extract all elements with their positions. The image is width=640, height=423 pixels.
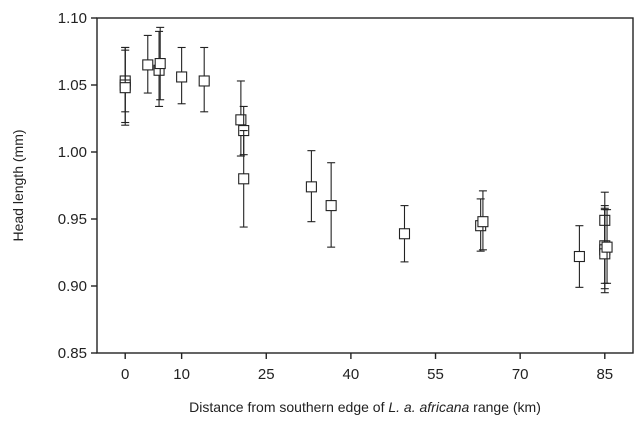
x-tick-label: 55 — [427, 366, 444, 383]
x-tick-label: 85 — [596, 366, 613, 383]
x-tick-label: 25 — [258, 366, 275, 383]
marker-square — [477, 216, 489, 228]
data-point — [119, 49, 131, 124]
data-point — [325, 162, 337, 248]
y-tick-label: 0.95 — [58, 211, 87, 228]
marker-square — [305, 181, 317, 193]
marker-square — [176, 71, 188, 83]
data-point — [477, 190, 489, 251]
x-axis-title-part: range (km) — [469, 399, 541, 415]
data-points — [119, 26, 613, 294]
x-axis-ticks: 0 10 25 40 55 70 85 — [121, 353, 613, 383]
x-tick-label: 70 — [512, 366, 529, 383]
x-axis-title-part: L. a. africana — [388, 399, 469, 415]
marker-square — [601, 241, 613, 253]
x-tick-label: 40 — [343, 366, 360, 383]
y-tick-label: 1.05 — [58, 77, 87, 94]
data-point — [176, 46, 188, 105]
marker-square — [238, 173, 250, 185]
marker-square — [398, 228, 411, 240]
data-point — [305, 150, 317, 223]
marker-square — [235, 114, 247, 126]
y-axis-title: Head length (mm) — [10, 129, 26, 241]
marker-square — [142, 59, 154, 71]
data-point — [398, 205, 411, 263]
data-point — [142, 34, 154, 94]
marker-square — [154, 58, 166, 70]
x-axis-title: Distance from southern edge of L. a. afr… — [189, 399, 541, 415]
marker-square — [119, 82, 131, 94]
data-point — [238, 130, 250, 228]
axes — [96, 17, 634, 354]
y-tick-label: 1.00 — [58, 144, 87, 161]
data-point — [235, 80, 247, 157]
x-tick-label: 10 — [173, 366, 190, 383]
y-tick-label: 0.90 — [58, 278, 87, 295]
marker-square — [198, 75, 210, 87]
data-point — [573, 225, 585, 288]
data-point — [198, 46, 210, 113]
x-tick-label: 0 — [121, 366, 129, 383]
plot-frame — [96, 17, 634, 354]
x-axis-title-part: Distance from southern edge of — [189, 399, 388, 415]
marker-square — [573, 250, 585, 263]
data-point — [154, 26, 166, 101]
y-tick-label: 1.10 — [58, 10, 87, 27]
y-tick-label: 0.85 — [58, 345, 87, 362]
y-axis-ticks: 0.85 0.90 0.95 1.00 1.05 1.10 — [58, 10, 97, 362]
marker-square — [325, 200, 337, 212]
data-point — [601, 209, 613, 284]
